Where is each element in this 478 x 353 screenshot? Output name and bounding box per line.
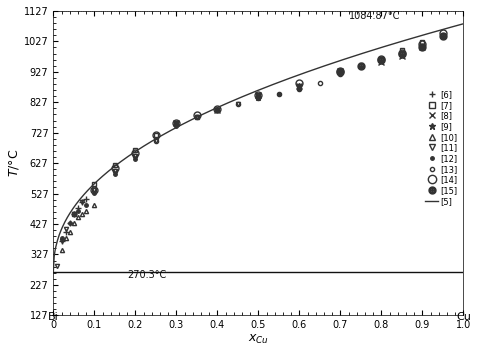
Y-axis label: $T$/°C: $T$/°C xyxy=(7,149,21,177)
Text: Bi: Bi xyxy=(48,312,59,323)
X-axis label: $x_{Cu}$: $x_{Cu}$ xyxy=(248,333,269,346)
Text: 1084.87°C: 1084.87°C xyxy=(348,11,400,21)
Text: 270.3°C: 270.3°C xyxy=(127,270,166,280)
Legend: [6], [7], [8], [9], [10], [11], [12], [13], [14], [15], [5]: [6], [7], [8], [9], [10], [11], [12], [1… xyxy=(424,88,459,208)
Text: Cu: Cu xyxy=(456,312,471,323)
